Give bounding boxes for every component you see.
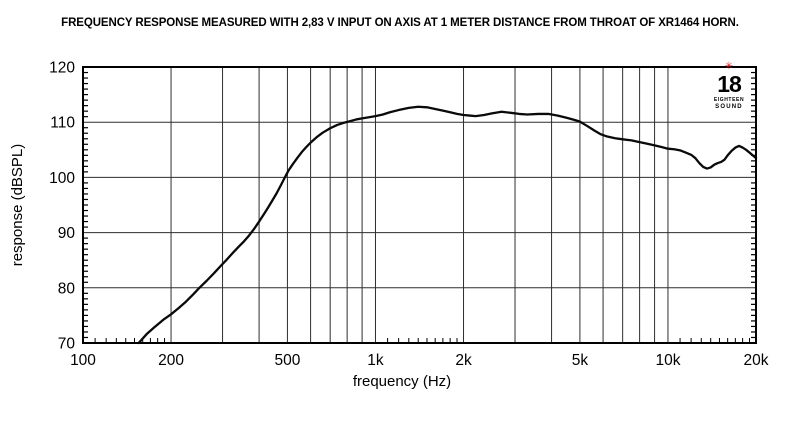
- y-axis-label: response (dBSPL): [9, 143, 26, 267]
- x-tick-label: 2k: [455, 352, 472, 369]
- x-axis-label: frequency (Hz): [352, 373, 452, 390]
- x-tick-label: 10k: [655, 352, 680, 369]
- y-tick-label: 90: [58, 225, 76, 242]
- x-tick-label: 20k: [744, 352, 769, 369]
- y-tick-label: 110: [50, 115, 75, 132]
- y-tick-label: 80: [58, 280, 76, 297]
- brand-name-line1: EIGHTEEN: [713, 97, 745, 103]
- brand-number: 18: [717, 71, 742, 97]
- y-tick-label: 100: [49, 170, 75, 187]
- y-tick-label: 70: [58, 336, 76, 353]
- y-tick-label: 120: [49, 60, 75, 77]
- x-tick-label: 100: [70, 352, 96, 369]
- frequency-response-curve: [137, 105, 758, 345]
- x-tick-label: 500: [274, 352, 300, 369]
- brand-logo: ✳ 18 EIGHTEEN SOUND: [705, 61, 753, 111]
- x-tick-label: 1k: [367, 352, 384, 369]
- plot-border: [82, 66, 757, 344]
- x-tick-label: 5k: [572, 352, 589, 369]
- chart-title: FREQUENCY RESPONSE MEASURED WITH 2,83 V …: [61, 17, 739, 29]
- x-tick-label: 200: [158, 352, 184, 369]
- star-icon: ✳: [724, 61, 734, 72]
- brand-name-line2: SOUND: [715, 104, 743, 110]
